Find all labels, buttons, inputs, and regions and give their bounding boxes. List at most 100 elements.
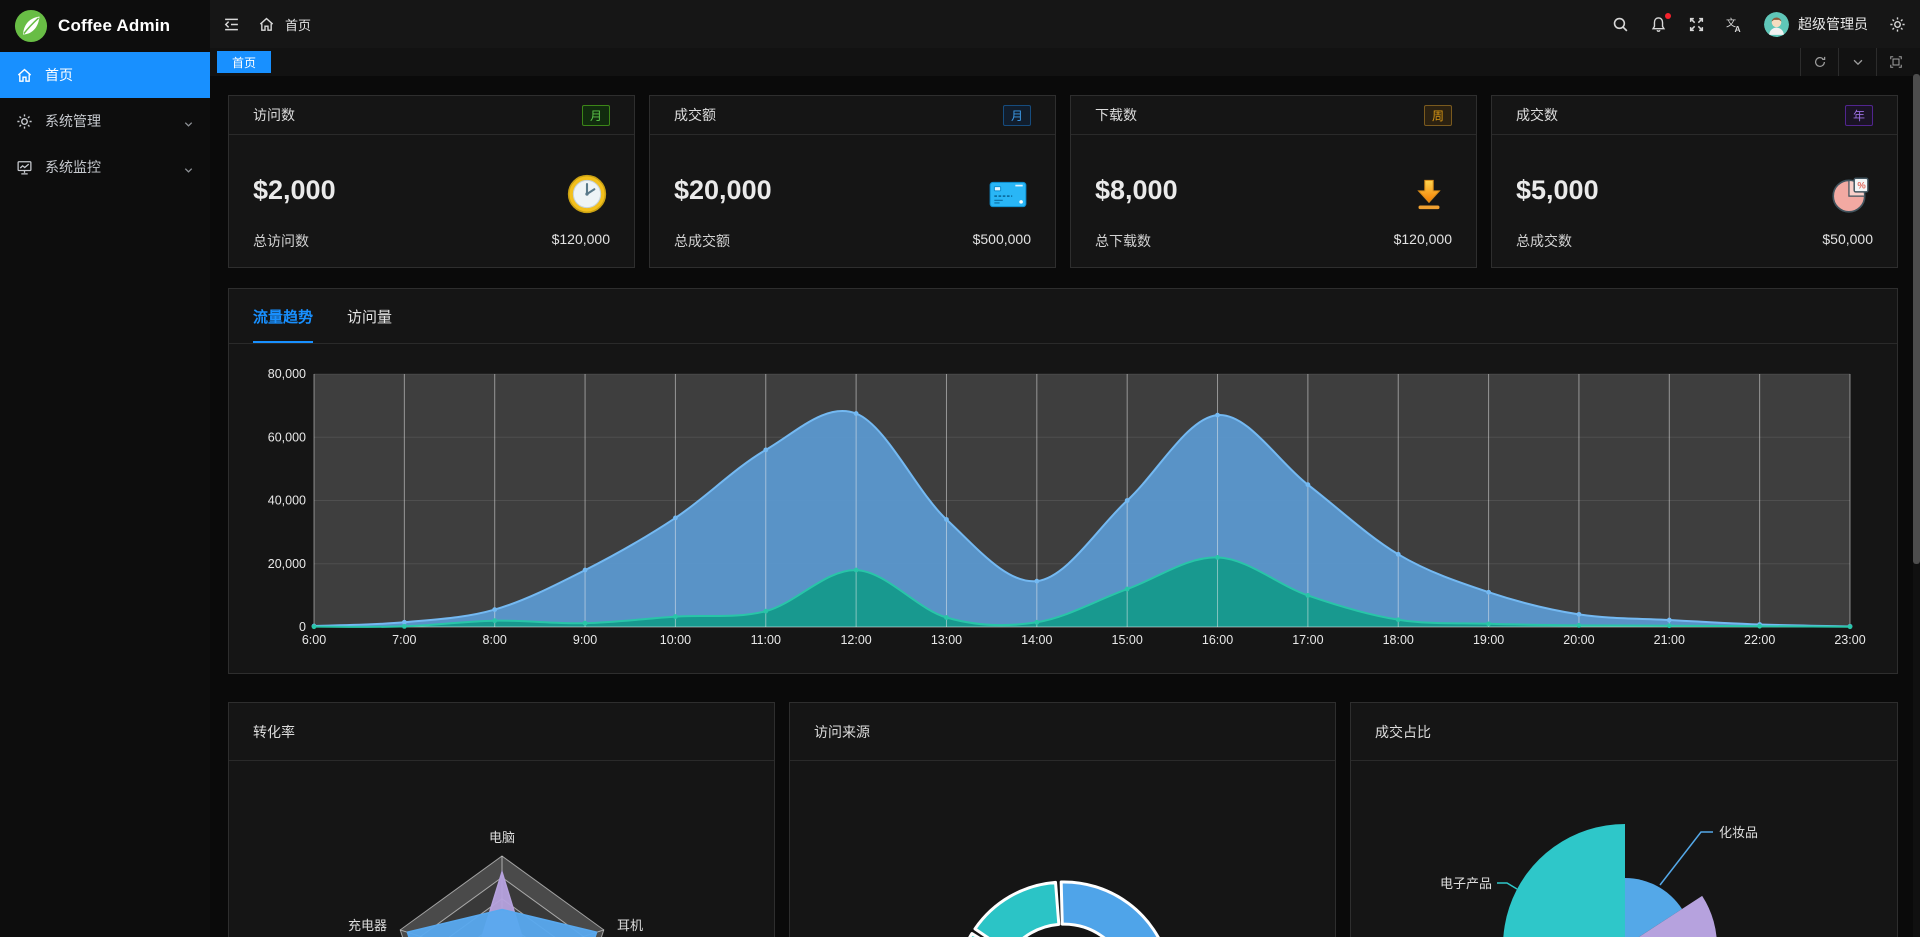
monitor-icon [16,159,33,176]
gear-icon [16,113,33,130]
svg-text:文: 文 [1726,16,1736,29]
svg-text:电脑: 电脑 [489,830,515,845]
svg-text:23:00: 23:00 [1834,633,1865,647]
card-icon [987,173,1029,215]
svg-text:化妆品: 化妆品 [1719,825,1758,840]
stat-footer-label: 总访问数 [253,233,309,249]
stat-card-body: $20,000 总成交额 $500,000 [650,135,1055,267]
stat-card-title: 下载数 [1095,107,1137,123]
app-title: Coffee Admin [58,16,171,35]
maximize-icon[interactable] [1876,48,1914,76]
traffic-trend-chart[interactable]: 80,000 60,000 40,000 20,000 06:00 7:00 8:00 9:0… [229,344,1897,672]
bell-icon[interactable] [1650,12,1671,33]
svg-text:A: A [1735,23,1741,32]
app-logo[interactable]: Coffee Admin [0,0,210,52]
svg-text:12:00: 12:00 [840,633,871,647]
tab-visits[interactable]: 访问量 [347,309,393,326]
sidebar-item-gear[interactable]: 系统管理 [0,98,210,144]
stat-card: 访问数 月 $2,000 总访问数 $120,000 [228,95,635,268]
stat-card: 成交数 年 $5,000 % 总成交数 $50,000 [1491,95,1898,268]
scrollbar-thumb[interactable] [1913,74,1920,564]
clock-icon [566,173,608,215]
svg-text:16:00: 16:00 [1202,633,1233,647]
stat-card-title: 访问数 [253,107,295,123]
svg-text:21:00: 21:00 [1654,633,1685,647]
period-tag[interactable]: 周 [1423,104,1452,126]
svg-text:8:00: 8:00 [483,633,507,647]
svg-text:7:00: 7:00 [392,633,416,647]
stat-footer-label: 总下载数 [1095,233,1151,249]
stat-footer-value: $50,000 [1822,231,1873,247]
stat-footer-value: $120,000 [1393,231,1452,247]
svg-text:17:00: 17:00 [1292,633,1323,647]
username[interactable]: 超级管理员 [1798,16,1868,32]
svg-text:60,000: 60,000 [268,430,306,444]
download-icon [1408,173,1450,215]
stat-card: 成交额 月 $20,000 总成交额 $500,000 [649,95,1056,268]
svg-text:20:00: 20:00 [1563,633,1594,647]
menu-fold-icon[interactable] [223,16,240,33]
chevron-down-icon [183,116,194,127]
svg-text:0: 0 [299,620,306,634]
breadcrumb[interactable]: 首页 [285,17,312,33]
stat-value: $2,000 [253,175,336,205]
card-title: 访问来源 [814,723,870,740]
stat-footer-label: 总成交数 [1516,233,1572,249]
visit-source-card: 访问来源 [789,702,1336,937]
period-tag[interactable]: 月 [1002,104,1031,126]
trend-card: 流量趋势 访问量 80,000 60,000 40,000 20,000 0 6:00 7:… [228,288,1898,674]
period-tag[interactable]: 月 [581,104,610,126]
svg-text:80,000: 80,000 [268,367,306,381]
tabbar-controls [1800,48,1914,76]
svg-text:电子产品: 电子产品 [1440,876,1492,891]
svg-text:%: % [1857,181,1866,192]
sidebar-nav: 首页 系统管理 系统监控 [0,52,210,190]
tab-traffic-trend[interactable]: 流量趋势 [253,306,314,343]
fullscreen-icon[interactable] [1688,16,1705,33]
stat-value: $8,000 [1095,175,1178,205]
svg-text:6:00: 6:00 [302,633,326,647]
sidebar-item-monitor[interactable]: 系统监控 [0,144,210,190]
conversion-card: 转化率 电脑 耳机 充电器 [228,702,775,937]
stat-card: 下载数 周 $8,000 总下载数 $120,000 [1070,95,1477,268]
gear-icon[interactable] [1889,16,1906,33]
deal-share-pie-chart[interactable]: 电子产品 化妆品 [1351,761,1897,937]
stat-card-title: 成交数 [1516,107,1558,123]
svg-text:20,000: 20,000 [268,557,306,571]
route-tabbar: 首页 [210,48,1920,76]
leaf-logo-icon [14,9,48,43]
chevron-down-icon[interactable] [1838,48,1876,76]
scrollbar[interactable] [1913,70,1920,937]
svg-text:19:00: 19:00 [1473,633,1504,647]
svg-text:14:00: 14:00 [1021,633,1052,647]
sidebar-item-label: 首页 [45,67,73,83]
pie-icon: % [1829,173,1871,215]
period-tag[interactable]: 年 [1844,104,1873,126]
svg-text:10:00: 10:00 [660,633,691,647]
refresh-icon[interactable] [1800,48,1838,76]
stat-footer-label: 总成交额 [674,233,730,249]
home-icon[interactable] [258,16,275,33]
search-icon[interactable] [1612,16,1629,33]
svg-text:22:00: 22:00 [1744,633,1775,647]
card-title: 成交占比 [1375,723,1431,740]
svg-text:13:00: 13:00 [931,633,962,647]
stat-value: $20,000 [674,175,772,205]
notification-dot [1665,12,1671,19]
home-icon [16,67,33,84]
avatar[interactable] [1764,11,1789,37]
stat-card-title: 成交额 [674,107,716,123]
topbar: 首页 文 [210,0,1920,48]
chevron-down-icon [183,162,194,173]
svg-text:9:00: 9:00 [573,633,597,647]
svg-text:充电器: 充电器 [348,918,387,933]
visit-source-donut-chart[interactable] [790,761,1335,937]
sidebar-item-home[interactable]: 首页 [0,52,210,98]
svg-text:15:00: 15:00 [1112,633,1143,647]
stat-card-body: $2,000 总访问数 $120,000 [229,135,634,267]
stat-footer-value: $120,000 [551,231,610,247]
route-tab-home[interactable]: 首页 [217,51,272,73]
